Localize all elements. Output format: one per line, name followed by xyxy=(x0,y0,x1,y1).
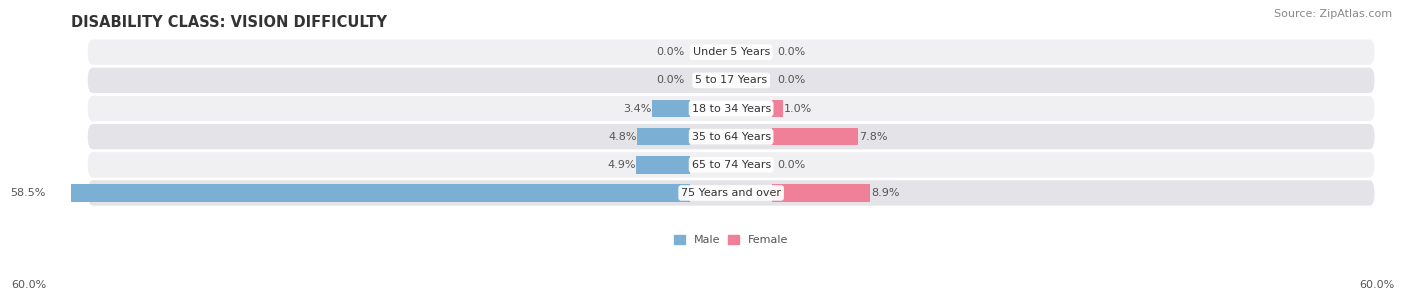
FancyBboxPatch shape xyxy=(87,40,1375,65)
Text: 60.0%: 60.0% xyxy=(1360,280,1395,290)
Text: 8.9%: 8.9% xyxy=(870,188,900,198)
Text: 4.8%: 4.8% xyxy=(607,132,637,142)
FancyBboxPatch shape xyxy=(87,96,1375,121)
Bar xyxy=(772,100,783,117)
Bar xyxy=(772,128,858,145)
Text: 0.0%: 0.0% xyxy=(778,47,806,57)
FancyBboxPatch shape xyxy=(87,124,1375,149)
Bar xyxy=(636,156,690,174)
Text: 3.4%: 3.4% xyxy=(624,103,652,113)
Text: 1.0%: 1.0% xyxy=(785,103,813,113)
FancyBboxPatch shape xyxy=(87,180,1375,206)
Text: 35 to 64 Years: 35 to 64 Years xyxy=(692,132,770,142)
Bar xyxy=(652,100,690,117)
Text: 4.9%: 4.9% xyxy=(607,160,636,170)
FancyBboxPatch shape xyxy=(87,152,1375,178)
Text: 5 to 17 Years: 5 to 17 Years xyxy=(695,75,768,85)
Text: 0.0%: 0.0% xyxy=(778,160,806,170)
Bar xyxy=(46,184,690,202)
Text: 18 to 34 Years: 18 to 34 Years xyxy=(692,103,770,113)
Text: 0.0%: 0.0% xyxy=(778,75,806,85)
Text: 75 Years and over: 75 Years and over xyxy=(681,188,782,198)
Text: 7.8%: 7.8% xyxy=(859,132,887,142)
Text: 58.5%: 58.5% xyxy=(11,188,46,198)
Text: Under 5 Years: Under 5 Years xyxy=(693,47,769,57)
Text: 60.0%: 60.0% xyxy=(11,280,46,290)
Bar xyxy=(637,128,690,145)
Bar xyxy=(772,184,870,202)
Text: 0.0%: 0.0% xyxy=(657,47,685,57)
Text: 65 to 74 Years: 65 to 74 Years xyxy=(692,160,770,170)
Text: Source: ZipAtlas.com: Source: ZipAtlas.com xyxy=(1274,9,1392,19)
Text: DISABILITY CLASS: VISION DIFFICULTY: DISABILITY CLASS: VISION DIFFICULTY xyxy=(72,15,387,30)
Legend: Male, Female: Male, Female xyxy=(675,235,787,246)
Text: 0.0%: 0.0% xyxy=(657,75,685,85)
FancyBboxPatch shape xyxy=(87,68,1375,93)
